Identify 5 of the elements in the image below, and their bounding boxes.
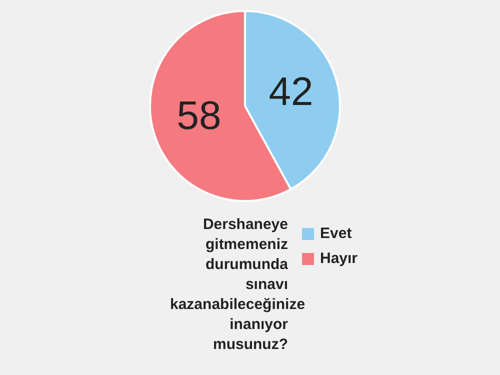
data-label: 42 xyxy=(268,70,314,114)
legend-label: Hayır xyxy=(320,250,358,267)
data-label: 58 xyxy=(176,94,222,138)
text: Dershaneye gitmemeniz durumunda sınavı kazanabileceğinize inanıyor musunuz? xyxy=(170,215,306,355)
legend-label: Evet xyxy=(320,225,352,242)
